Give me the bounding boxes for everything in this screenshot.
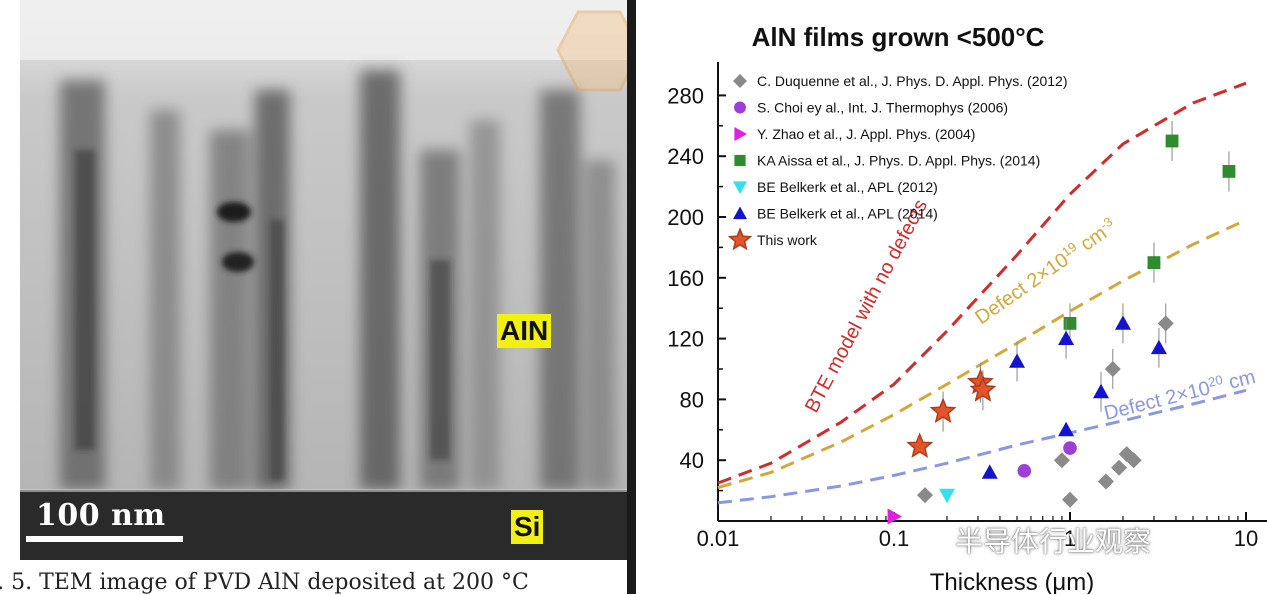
y-tick-label: 80 (680, 387, 704, 412)
legend-marker (733, 74, 747, 88)
tem-image-panel: AIN Si 100 nm (0, 0, 627, 594)
data-point-series-3 (887, 508, 902, 525)
y-tick-label: 160 (667, 266, 704, 291)
legend-marker (734, 101, 746, 114)
data-point-series-4 (1222, 165, 1236, 178)
x-tick-label: 0.1 (879, 526, 910, 551)
data-point-series-4 (1165, 134, 1179, 148)
panel-divider (627, 0, 636, 594)
si-label: Si (511, 510, 544, 544)
data-point-series-1 (1125, 452, 1142, 469)
legend-label: S. Choi ey al., Int. J. Thermophys (2006… (757, 100, 1008, 116)
model-curve-2 (717, 218, 1247, 490)
legend-marker (734, 127, 747, 141)
y-tick-label: 40 (680, 448, 704, 473)
data-point-series-1 (1053, 452, 1070, 469)
data-point-series-4 (1063, 317, 1077, 330)
scale-bar-text: 100 nm (36, 498, 166, 533)
x-tick-label: 10 (1234, 526, 1258, 551)
legend-label: C. Duquenne et al., J. Phys. D. Appl. Ph… (757, 73, 1068, 89)
legend-label: Y. Zhao et al., J. Appl. Phys. (2004) (757, 126, 975, 142)
legend-marker (734, 154, 746, 167)
data-point-series-6 (1150, 339, 1167, 355)
y-tick-label: 240 (667, 144, 704, 169)
tem-image (0, 0, 627, 594)
data-point-series-6 (981, 464, 998, 479)
figure-caption: ig. 5. TEM image of PVD AlN deposited at… (0, 570, 529, 595)
legend-label: BE Belkerk et al., APL (2014) (757, 206, 938, 222)
y-tick-label: 200 (667, 205, 704, 230)
data-point-series-7 (969, 376, 997, 402)
data-point-series-5 (938, 488, 955, 504)
data-point-series-7 (929, 397, 957, 424)
data-point-series-1 (1157, 315, 1174, 332)
data-point-series-4 (1147, 256, 1161, 269)
thermal-conductivity-chart: AlN films grown <500°C 40 80 120 160 200 240 28… (667, 22, 1267, 594)
chart-title: AlN films grown <500°C (752, 22, 1045, 52)
legend-marker (733, 181, 747, 194)
scale-bar (26, 536, 183, 542)
aln-label: AIN (497, 314, 552, 348)
legend-label: KA Aissa et al., J. Phys. D. Appl. Phys.… (757, 153, 1040, 169)
data-point-series-1 (1111, 459, 1128, 476)
watermark-logo-icon (556, 10, 627, 92)
y-tick-label: 280 (667, 83, 704, 108)
legend-label: BE Belkerk et al., APL (2012) (757, 179, 938, 195)
data-point-series-2 (1063, 441, 1077, 455)
data-point-series-7 (906, 432, 934, 458)
curve-label-2: Defect 2×1019 cm-3 (970, 213, 1121, 329)
x-tick-label: 1 (1064, 526, 1076, 551)
data-point-series-1 (916, 487, 933, 504)
data-point-series-2 (1017, 464, 1032, 478)
legend-marker (727, 227, 753, 251)
data-point-series-1 (1097, 473, 1114, 490)
y-tick-label: 120 (667, 327, 704, 352)
x-axis-label: Thickness (μm) (930, 569, 1095, 594)
curve-label-1: BTE model with no defects (801, 196, 932, 416)
model-curve-3 (717, 388, 1247, 505)
data-point-series-6 (1058, 330, 1075, 345)
chart-panel: AlN films grown <500°C 40 80 120 160 200 240 28… (636, 0, 1267, 594)
data-point-series-6 (1009, 353, 1026, 368)
data-point-series-1 (1062, 491, 1078, 508)
x-tick-label: 0.01 (697, 526, 740, 551)
data-point-series-6 (1092, 383, 1109, 399)
watermark-text: 半导体行业观察 (955, 525, 1152, 558)
legend-label: This work (757, 232, 818, 248)
data-point-series-6 (1058, 421, 1075, 437)
model-curve-1 (717, 81, 1247, 485)
data-point-series-6 (1114, 315, 1131, 330)
legend-marker (733, 206, 747, 220)
data-point-series-1 (1104, 361, 1121, 377)
